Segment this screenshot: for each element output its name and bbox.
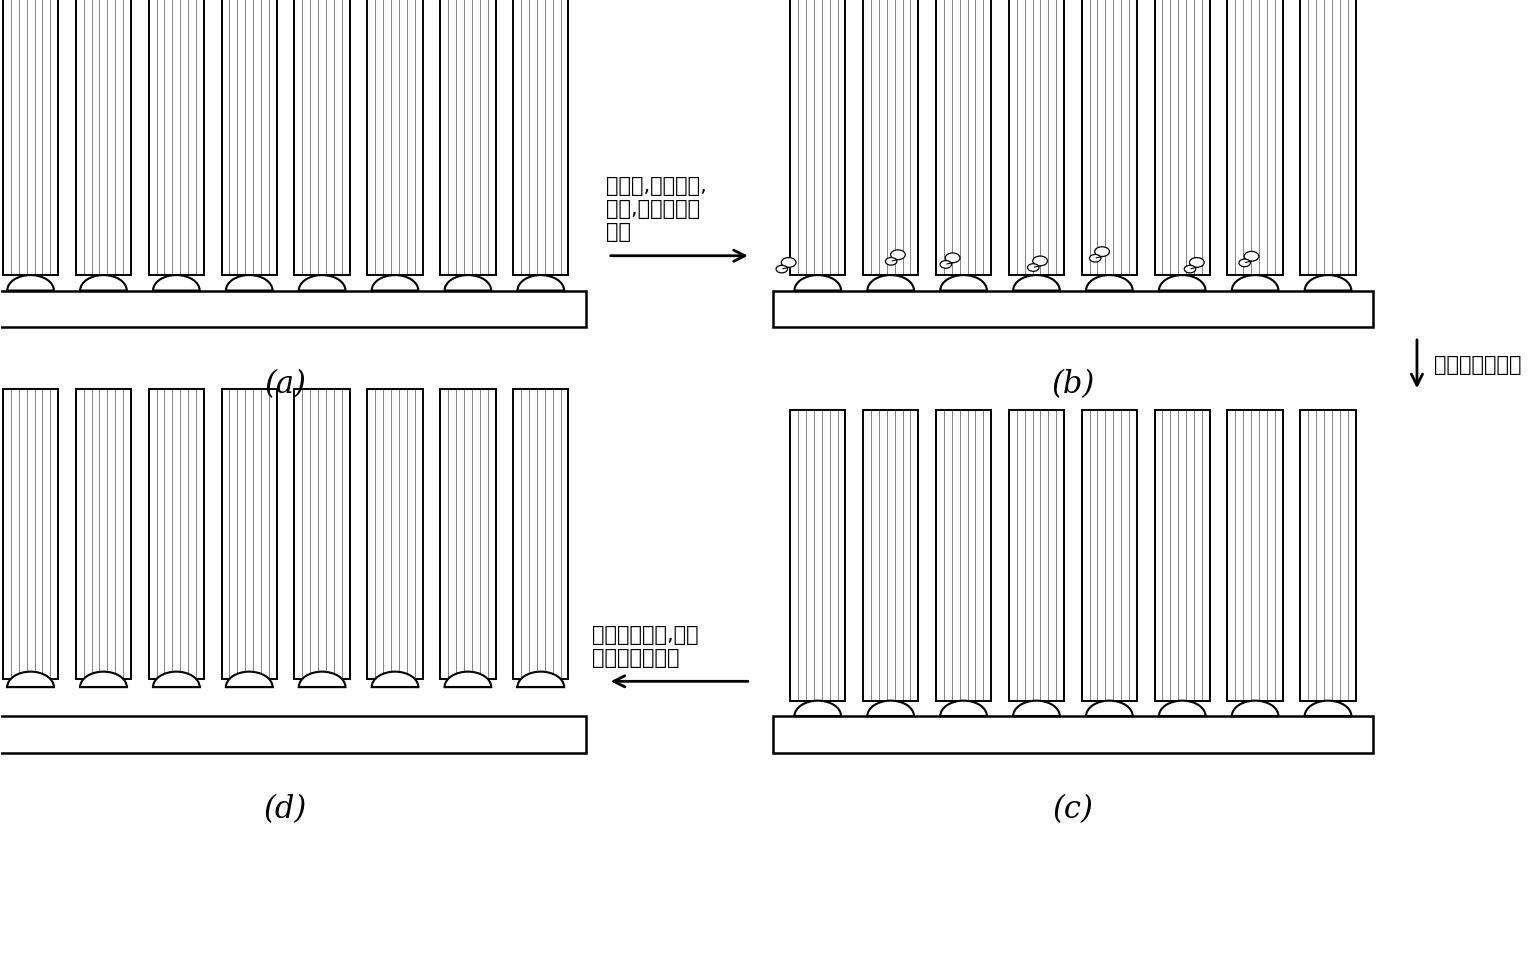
Circle shape xyxy=(1089,255,1102,263)
Wedge shape xyxy=(1232,276,1279,292)
Bar xyxy=(440,0,495,276)
Wedge shape xyxy=(226,276,272,292)
Wedge shape xyxy=(79,672,127,687)
Bar xyxy=(1155,0,1210,276)
Wedge shape xyxy=(371,276,419,292)
Bar xyxy=(367,0,423,276)
Circle shape xyxy=(1184,266,1196,273)
Circle shape xyxy=(1239,260,1250,267)
Circle shape xyxy=(885,259,897,266)
Bar xyxy=(1155,411,1210,701)
Wedge shape xyxy=(1086,701,1132,716)
Circle shape xyxy=(1033,257,1048,266)
Wedge shape xyxy=(226,672,272,687)
Wedge shape xyxy=(795,276,840,292)
Circle shape xyxy=(946,254,960,264)
Wedge shape xyxy=(1158,701,1206,716)
Bar xyxy=(295,390,350,679)
Bar xyxy=(148,0,205,276)
Text: (d): (d) xyxy=(264,794,307,825)
Wedge shape xyxy=(1158,276,1206,292)
Wedge shape xyxy=(1305,701,1351,716)
Wedge shape xyxy=(940,276,987,292)
Bar xyxy=(440,390,495,679)
Wedge shape xyxy=(868,276,914,292)
Bar xyxy=(1008,411,1063,701)
Wedge shape xyxy=(371,672,419,687)
Bar xyxy=(935,0,992,276)
Bar xyxy=(1227,411,1284,701)
Bar xyxy=(513,390,568,679)
Bar xyxy=(1082,0,1137,276)
Bar xyxy=(1082,411,1137,701)
Wedge shape xyxy=(1086,276,1132,292)
Wedge shape xyxy=(940,701,987,716)
Wedge shape xyxy=(518,276,564,292)
Circle shape xyxy=(891,251,905,261)
Bar xyxy=(790,411,845,701)
Text: 进行机械震动,气流
吹扫等分离操作: 进行机械震动,气流 吹扫等分离操作 xyxy=(591,624,698,667)
Bar xyxy=(295,0,350,276)
Bar xyxy=(222,390,277,679)
Bar xyxy=(1227,0,1284,276)
Bar xyxy=(1300,0,1355,276)
Bar xyxy=(863,411,918,701)
Wedge shape xyxy=(1013,701,1060,716)
Bar xyxy=(367,390,423,679)
Wedge shape xyxy=(445,276,490,292)
Wedge shape xyxy=(1232,701,1279,716)
Bar xyxy=(76,390,131,679)
Wedge shape xyxy=(445,672,490,687)
Circle shape xyxy=(940,262,952,269)
Bar xyxy=(513,0,568,276)
Bar xyxy=(790,0,845,276)
Bar xyxy=(773,292,1374,328)
Bar xyxy=(3,390,58,679)
Text: (b): (b) xyxy=(1051,368,1094,399)
Wedge shape xyxy=(153,276,200,292)
Circle shape xyxy=(1189,259,1204,268)
Circle shape xyxy=(781,259,796,268)
Wedge shape xyxy=(299,276,345,292)
Circle shape xyxy=(776,266,787,273)
Bar xyxy=(0,292,587,328)
Text: (c): (c) xyxy=(1053,794,1094,825)
Bar xyxy=(222,0,277,276)
Circle shape xyxy=(1244,252,1259,262)
Wedge shape xyxy=(868,701,914,716)
Wedge shape xyxy=(153,672,200,687)
Bar xyxy=(1300,411,1355,701)
Bar xyxy=(935,411,992,701)
Circle shape xyxy=(1094,247,1109,257)
Circle shape xyxy=(1027,265,1039,272)
Wedge shape xyxy=(1305,276,1351,292)
Bar xyxy=(76,0,131,276)
Bar xyxy=(1008,0,1063,276)
Bar xyxy=(863,0,918,276)
Text: 高温下进行反应: 高温下进行反应 xyxy=(1435,355,1522,375)
Bar xyxy=(148,390,205,679)
Wedge shape xyxy=(8,672,53,687)
Wedge shape xyxy=(795,701,840,716)
Wedge shape xyxy=(299,672,345,687)
Text: 通入水,二氧化碳,
空气,氧气等氧化
气氛: 通入水,二氧化碳, 空气,氧气等氧化 气氛 xyxy=(607,175,707,242)
Text: (a): (a) xyxy=(264,368,307,399)
Wedge shape xyxy=(79,276,127,292)
Wedge shape xyxy=(1013,276,1060,292)
Wedge shape xyxy=(8,276,53,292)
Bar xyxy=(0,716,587,753)
Bar xyxy=(773,716,1374,753)
Bar xyxy=(3,0,58,276)
Wedge shape xyxy=(518,672,564,687)
